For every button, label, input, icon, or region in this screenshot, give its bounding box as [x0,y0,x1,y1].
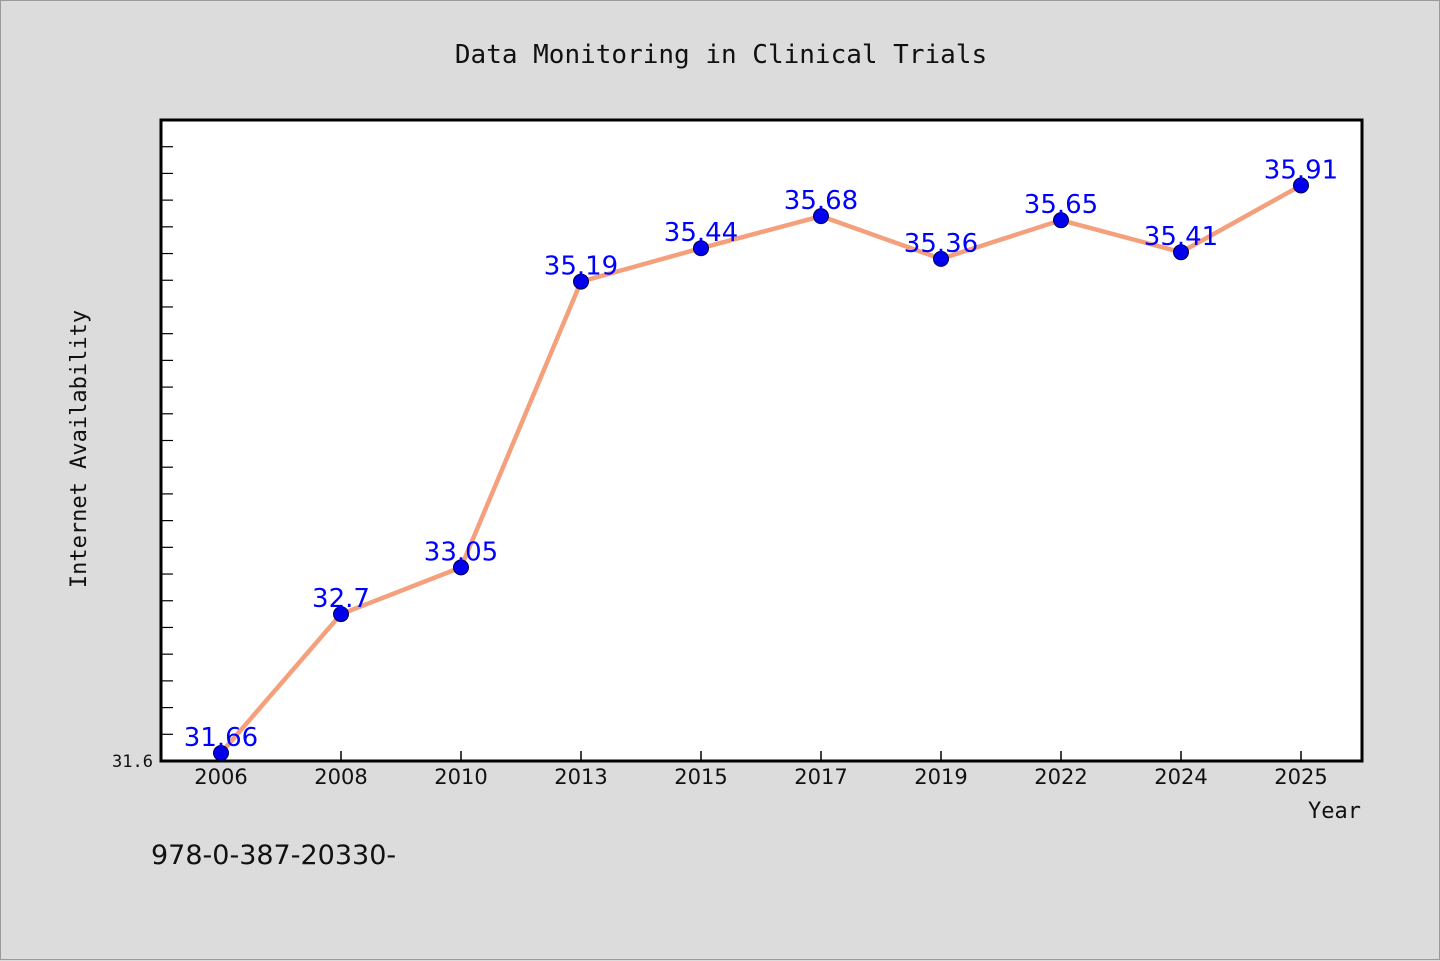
y-axis-label: Internet Availability [67,310,92,588]
data-label: 33.05 [424,537,498,567]
data-point [933,250,949,267]
x-tick-label: 2025 [1274,765,1327,789]
series-line [218,183,1304,756]
data-point [693,240,709,257]
data-point [813,208,829,225]
plot-area [159,118,1364,763]
y-axis-ticks: 31.6 [112,146,173,772]
x-tick-label: 2022 [1034,765,1087,789]
data-point [573,273,589,290]
x-axis-ticks: 2006 2008 2010 2013 2015 2017 2019 2022 2024 2025 [194,751,1328,789]
data-label: 35.41 [1144,222,1218,252]
data-label: 31.66 [184,723,258,753]
x-axis-label: Year [1308,799,1361,824]
x-tick-label: 2024 [1154,765,1207,789]
x-tick-label: 2006 [194,765,247,789]
series-group: 31.66 32.7 33.05 35.19 35.44 35.68 35.36 35.65 3… [184,155,1338,761]
x-tick-label: 2008 [314,765,367,789]
data-point [1173,244,1189,261]
data-label: 35.19 [544,252,618,282]
caption-text: 978-0-387-20330- [151,840,396,871]
data-label: 35.91 [1264,155,1338,185]
x-tick-label: 2010 [434,765,487,789]
data-point [333,606,349,623]
data-label: 35.36 [904,229,978,259]
data-point [453,559,469,576]
data-point [213,744,229,761]
chart-title: Data Monitoring in Clinical Trials [455,40,987,70]
data-label: 32.7 [312,584,370,614]
data-label: 35.44 [664,218,738,248]
x-tick-label: 2013 [554,765,607,789]
data-label: 35.68 [784,186,858,216]
data-label: 35.65 [1024,190,1098,220]
x-tick-label: 2017 [794,765,847,789]
x-tick-label: 2019 [914,765,967,789]
y-tick-label: 31.6 [112,752,153,772]
data-point [1053,212,1069,229]
data-point [1293,177,1309,194]
x-tick-label: 2015 [674,765,727,789]
